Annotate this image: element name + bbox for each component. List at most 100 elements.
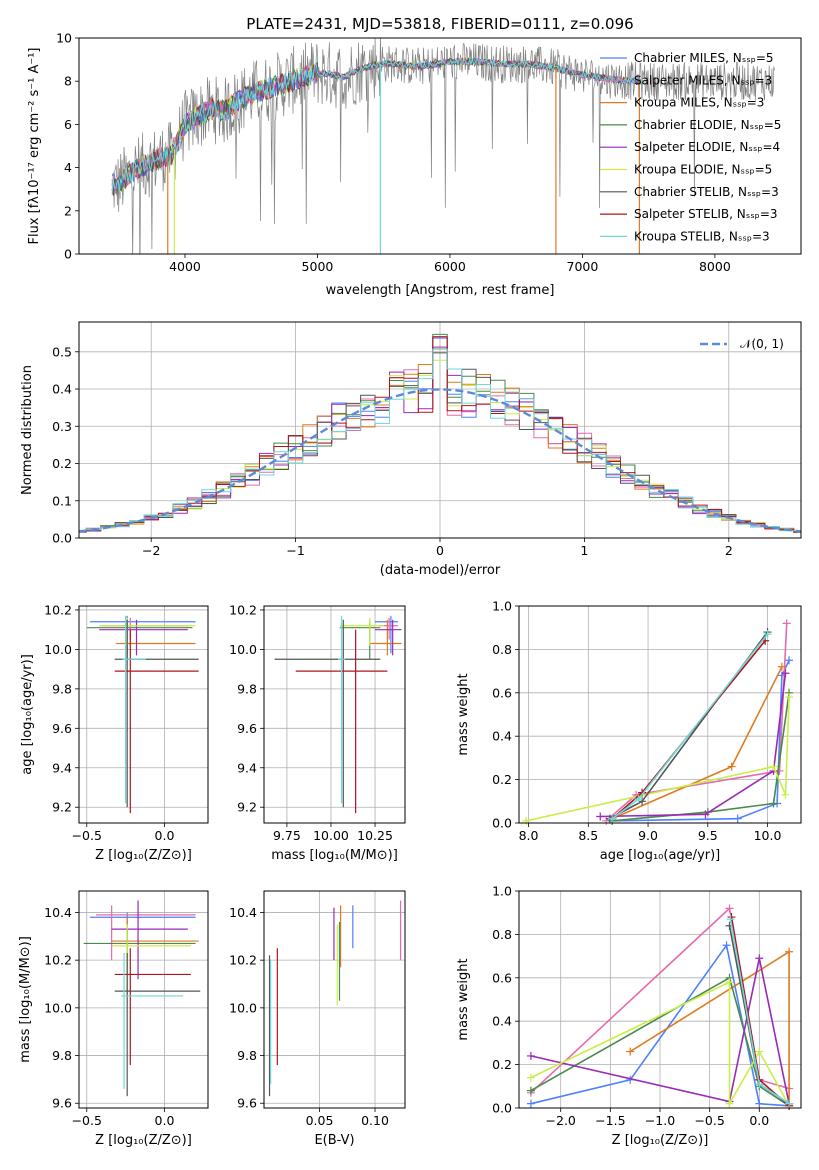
- x-tick-label: 1: [580, 543, 588, 558]
- legend-label: Chabrier ELODIE, Nₛₛₚ=5: [634, 118, 781, 132]
- y-tick-label: 4: [64, 160, 72, 175]
- weight-marker: [785, 947, 794, 956]
- y-tick-label: 0.6: [492, 970, 512, 985]
- weight-marker: [727, 913, 736, 922]
- x-axis-label: E(B-V): [314, 1133, 354, 1148]
- y-tick-label: 10.0: [44, 642, 72, 657]
- weight-marker: [769, 799, 778, 808]
- axes-frame: [263, 605, 406, 824]
- y-tick-label: 10.2: [229, 953, 257, 968]
- x-tick-label: 0.0: [155, 1113, 175, 1128]
- histogram-step-8: [79, 348, 801, 532]
- weight-lines: [522, 619, 794, 825]
- weight-marker: [781, 669, 790, 678]
- weight-marker: [785, 656, 794, 665]
- y-tick-label: 0: [64, 247, 72, 262]
- y-tick-label: 0.0: [492, 1101, 512, 1116]
- y-tick-label: 6: [64, 117, 72, 132]
- y-tick-label: 0.4: [52, 382, 72, 397]
- x-tick-label: 0.05: [306, 1113, 334, 1128]
- weight-marker: [722, 941, 731, 950]
- legend-label: 𝒩(0, 1): [740, 337, 784, 351]
- model-spectrum-3: [111, 57, 642, 196]
- model-spectrum-8: [111, 57, 642, 195]
- x-tick-label: −2: [142, 543, 160, 558]
- x-tick-label: −0.5: [72, 828, 102, 843]
- y-tick-label: 10.2: [44, 602, 72, 617]
- y-axis-label: mass weight: [456, 958, 471, 1040]
- y-tick-label: 0.2: [492, 772, 512, 787]
- y-tick-label: 0.0: [52, 531, 72, 546]
- y-tick-label: 9.6: [52, 721, 72, 736]
- y-tick-label: 9.6: [52, 1096, 72, 1111]
- weight-marker: [785, 693, 794, 702]
- y-axis-label: mass [log₁₀(M/M⊙)]: [18, 936, 33, 1063]
- y-tick-label: 10.0: [229, 1000, 257, 1015]
- weight-series-8: [611, 633, 769, 820]
- y-axis-label: Normed distribution: [20, 365, 35, 495]
- weight-marker: [526, 1099, 535, 1108]
- legend-label: Kroupa STELIB, Nₛₛₚ=3: [634, 229, 770, 243]
- weight-series-4: [600, 673, 787, 818]
- massweight-vs-age-panel: 8.0 8.5 9.0 9.5 10.0 0.0 0.2 0.4 0.6 0.8 1.0 age [l…: [456, 599, 802, 863]
- weight-series-1: [605, 623, 788, 822]
- x-tick-label: 8.0: [519, 828, 539, 843]
- weight-series-5: [526, 697, 790, 822]
- x-tick-label: 0: [436, 543, 444, 558]
- weight-marker: [526, 1086, 535, 1095]
- weight-series-3: [612, 692, 790, 822]
- y-tick-label: 10.4: [44, 905, 72, 920]
- y-tick-label: 8: [64, 74, 72, 89]
- x-tick-label: −1.5: [595, 1113, 625, 1128]
- weight-marker: [777, 662, 786, 671]
- x-tick-label: −0.5: [694, 1113, 724, 1128]
- legend-label: Kroupa ELODIE, Nₛₛₚ=5: [634, 163, 772, 177]
- x-tick-label: 2: [725, 543, 733, 558]
- x-tick-label: 4000: [169, 259, 201, 274]
- x-axis-label: mass [log₁₀(M/M⊙)]: [271, 848, 398, 863]
- weight-marker: [701, 810, 710, 819]
- weight-marker: [755, 1047, 764, 1056]
- x-tick-label: 10.0: [754, 828, 782, 843]
- x-tick-label: −1.0: [645, 1113, 675, 1128]
- y-tick-label: 9.8: [52, 681, 72, 696]
- y-tick-label: 1.0: [492, 599, 512, 614]
- spectrum-title: PLATE=2431, MJD=53818, FIBERID=0111, z=0…: [246, 15, 633, 33]
- weight-marker: [727, 762, 736, 771]
- y-tick-label: 9.8: [237, 681, 257, 696]
- weight-series-4: [530, 958, 790, 1104]
- axes-frame: [263, 890, 406, 1109]
- x-axis-label: Z [log₁₀(Z/Z⊙)]: [95, 848, 192, 863]
- legend-label: Chabrier STELIB, Nₛₛₚ=3: [634, 185, 779, 199]
- model-spectrum-2: [111, 57, 642, 197]
- y-tick-label: 9.8: [52, 1048, 72, 1063]
- x-tick-label: 9.0: [638, 828, 658, 843]
- axes-frame: [78, 321, 802, 539]
- x-tick-label: −2.0: [546, 1113, 576, 1128]
- axes-frame: [518, 605, 802, 824]
- weight-marker: [733, 814, 742, 823]
- weight-marker: [725, 978, 734, 987]
- weight-marker: [725, 1099, 734, 1108]
- x-axis-label: Z [log₁₀(Z/Z⊙)]: [612, 1133, 709, 1148]
- mass-vs-ebv-panel: 0.05 0.10 9.6 9.8 10.0 10.2 10.4 E(B-V): [229, 890, 406, 1148]
- legend-label: Salpeter STELIB, Nₛₛₚ=3: [634, 207, 778, 221]
- axes-frame: [78, 37, 802, 255]
- x-tick-label: 8000: [699, 259, 731, 274]
- mass-vs-z-panel: −0.5 0.0 9.6 9.8 10.0 10.2 10.4 Z [log₁₀(Z/Z⊙)]…: [18, 890, 209, 1148]
- weight-marker: [755, 1099, 764, 1108]
- weight-marker: [755, 954, 764, 963]
- legend-label: Salpeter ELODIE, Nₛₛₚ=4: [634, 140, 780, 154]
- weight-marker: [726, 915, 735, 924]
- weight-marker: [526, 1073, 535, 1082]
- y-tick-label: 10.2: [229, 602, 257, 617]
- legend-label: Kroupa MILES, Nₛₛₚ=3: [634, 96, 764, 110]
- legend-label: Salpeter MILES, Nₛₛₚ=3: [634, 73, 772, 87]
- weight-lines: [526, 904, 794, 1110]
- legend-label: Chabrier MILES, Nₛₛₚ=5: [634, 51, 774, 65]
- weight-marker: [634, 795, 643, 804]
- weight-marker: [782, 619, 791, 628]
- weight-marker: [781, 790, 790, 799]
- y-tick-label: 10: [56, 31, 72, 46]
